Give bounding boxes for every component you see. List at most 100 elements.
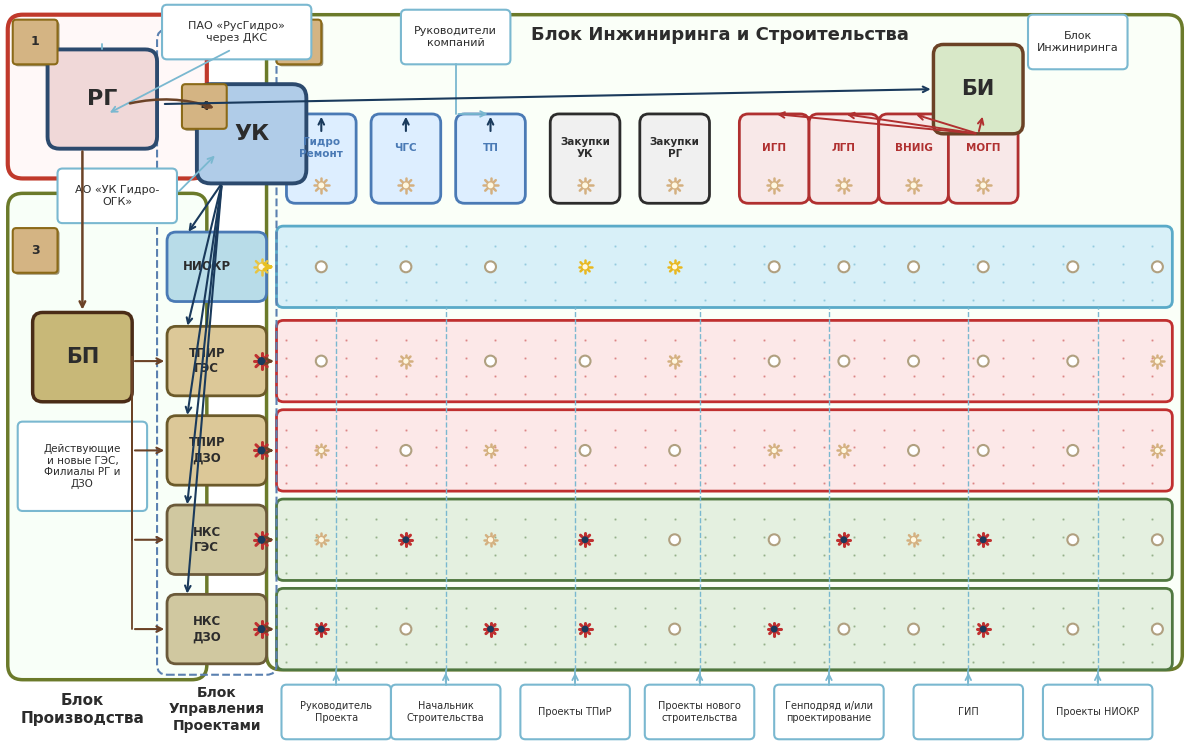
Text: НИОКР: НИОКР <box>182 260 230 273</box>
Circle shape <box>673 265 677 269</box>
Circle shape <box>673 359 677 363</box>
Text: ТП: ТП <box>482 143 498 153</box>
FancyBboxPatch shape <box>14 22 60 66</box>
FancyBboxPatch shape <box>13 228 58 273</box>
Circle shape <box>672 358 678 365</box>
Circle shape <box>582 182 589 189</box>
Text: 4: 4 <box>200 100 209 113</box>
Text: Блок
Управления
Проектами: Блок Управления Проектами <box>169 686 265 733</box>
Circle shape <box>582 627 588 632</box>
Circle shape <box>839 356 850 367</box>
FancyBboxPatch shape <box>13 19 58 64</box>
FancyBboxPatch shape <box>276 409 1172 491</box>
Circle shape <box>978 261 989 272</box>
FancyBboxPatch shape <box>184 86 229 131</box>
FancyBboxPatch shape <box>7 15 206 179</box>
Text: ГИП: ГИП <box>958 707 979 717</box>
Circle shape <box>908 356 919 367</box>
Text: ПАО «РусГидро»
через ДКС: ПАО «РусГидро» через ДКС <box>188 21 286 43</box>
Circle shape <box>1156 448 1159 453</box>
Circle shape <box>485 261 496 272</box>
Circle shape <box>258 447 265 453</box>
Circle shape <box>488 448 492 453</box>
Circle shape <box>1152 624 1163 634</box>
Text: Блок
Производства: Блок Производства <box>20 693 144 725</box>
Circle shape <box>769 356 780 367</box>
FancyBboxPatch shape <box>167 232 266 302</box>
FancyBboxPatch shape <box>167 415 266 485</box>
FancyBboxPatch shape <box>276 499 1172 580</box>
FancyBboxPatch shape <box>878 114 948 203</box>
Circle shape <box>258 358 265 365</box>
Circle shape <box>1067 624 1079 634</box>
Text: Руководитель
Проекта: Руководитель Проекта <box>300 701 372 723</box>
Text: ЛГП: ЛГП <box>832 143 856 153</box>
Circle shape <box>582 537 588 542</box>
Circle shape <box>1067 261 1079 272</box>
Circle shape <box>488 183 493 187</box>
Circle shape <box>840 182 847 189</box>
Circle shape <box>319 538 323 542</box>
Circle shape <box>773 448 776 453</box>
Circle shape <box>842 448 846 453</box>
Text: Проекты ТПиР: Проекты ТПиР <box>539 707 612 717</box>
FancyBboxPatch shape <box>644 685 755 740</box>
Circle shape <box>839 624 850 634</box>
Circle shape <box>1154 358 1160 365</box>
FancyBboxPatch shape <box>934 45 1024 134</box>
Text: ИГП: ИГП <box>762 143 786 153</box>
Text: Действующие
и новые ГЭС,
Филиалы РГ и
ДЗО: Действующие и новые ГЭС, Филиалы РГ и ДЗ… <box>43 444 121 489</box>
Circle shape <box>670 534 680 545</box>
FancyBboxPatch shape <box>7 193 206 680</box>
FancyBboxPatch shape <box>287 114 356 203</box>
Circle shape <box>316 356 326 367</box>
Circle shape <box>672 264 678 270</box>
Circle shape <box>259 264 264 269</box>
FancyBboxPatch shape <box>197 84 306 184</box>
Circle shape <box>1154 447 1160 453</box>
Circle shape <box>772 447 778 453</box>
Circle shape <box>980 627 986 632</box>
FancyBboxPatch shape <box>739 114 809 203</box>
FancyBboxPatch shape <box>391 685 500 740</box>
Circle shape <box>980 183 985 187</box>
Circle shape <box>401 624 412 634</box>
Text: НКС
ГЭС: НКС ГЭС <box>193 526 221 554</box>
Text: 3: 3 <box>31 244 40 257</box>
Text: ЧГС: ЧГС <box>395 143 418 153</box>
Text: БП: БП <box>66 347 100 367</box>
Text: Начальник
Строительства: Начальник Строительства <box>407 701 485 723</box>
Circle shape <box>672 183 677 187</box>
Circle shape <box>487 536 493 543</box>
Circle shape <box>318 447 324 453</box>
Circle shape <box>839 261 850 272</box>
Circle shape <box>316 261 326 272</box>
FancyBboxPatch shape <box>276 589 1172 670</box>
Circle shape <box>580 356 590 367</box>
Circle shape <box>1067 534 1079 545</box>
FancyBboxPatch shape <box>266 15 1182 670</box>
Circle shape <box>582 264 588 270</box>
Text: 2: 2 <box>294 36 304 49</box>
FancyBboxPatch shape <box>182 84 227 128</box>
Circle shape <box>1067 356 1079 367</box>
FancyBboxPatch shape <box>401 10 510 64</box>
Text: ВНИIG: ВНИIG <box>895 143 932 153</box>
Circle shape <box>670 624 680 634</box>
Circle shape <box>487 447 493 453</box>
Circle shape <box>319 448 323 453</box>
Circle shape <box>908 261 919 272</box>
FancyBboxPatch shape <box>521 685 630 740</box>
Circle shape <box>485 356 496 367</box>
Circle shape <box>258 536 265 543</box>
Circle shape <box>258 626 265 633</box>
FancyBboxPatch shape <box>1028 15 1128 69</box>
FancyBboxPatch shape <box>276 19 322 64</box>
Circle shape <box>841 183 846 187</box>
Text: Генподряд и/или
проектирование: Генподряд и/или проектирование <box>785 701 872 723</box>
FancyBboxPatch shape <box>278 22 323 66</box>
FancyBboxPatch shape <box>282 685 391 740</box>
FancyBboxPatch shape <box>14 230 60 275</box>
Circle shape <box>911 183 916 187</box>
Text: РГ: РГ <box>88 89 118 109</box>
